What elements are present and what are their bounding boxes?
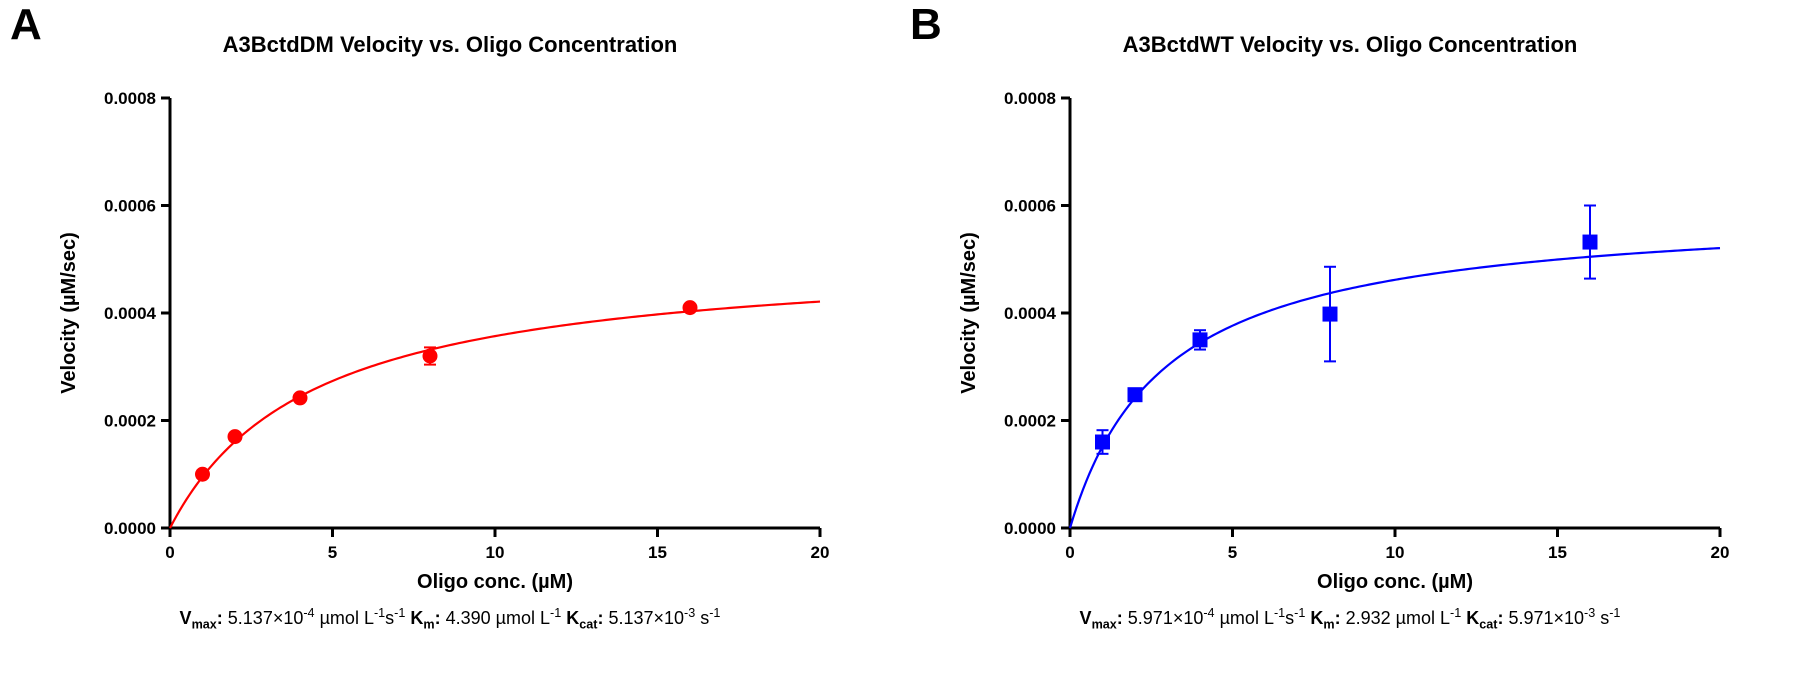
- x-tick-label: 20: [1711, 543, 1730, 562]
- x-tick-label: 0: [165, 543, 174, 562]
- data-point: [293, 391, 307, 405]
- chart-title: A3BctdWT Velocity vs. Oligo Concentratio…: [920, 32, 1780, 58]
- y-tick-label: 0.0004: [104, 304, 157, 323]
- y-tick-label: 0.0006: [1004, 197, 1056, 216]
- panel-label: B: [910, 0, 942, 50]
- data-point: [423, 349, 437, 363]
- panel-b: BA3BctdWT Velocity vs. Oligo Concentrati…: [900, 0, 1800, 676]
- y-axis-label: Velocity (µM/sec): [958, 232, 980, 394]
- fit-curve: [1070, 248, 1720, 528]
- data-point: [228, 430, 242, 444]
- x-axis-label: Oligo conc. (µM): [417, 571, 573, 593]
- data-point: [683, 301, 697, 315]
- kinetics-caption: Vmax: 5.137×10-4 µmol L-1s-1 Km: 4.390 µ…: [20, 606, 880, 632]
- panel-a: AA3BctdDM Velocity vs. Oligo Concentrati…: [0, 0, 900, 676]
- x-tick-label: 15: [648, 543, 667, 562]
- data-point: [1096, 435, 1110, 449]
- x-tick-label: 20: [811, 543, 830, 562]
- chart-svg: 0 5 10 15 20 0.0000 0.0002 0.0004 0.0006 0.0008 Ol…: [940, 58, 1760, 598]
- y-tick-label: 0.0000: [1004, 519, 1056, 538]
- data-point: [1128, 388, 1142, 402]
- panel-label: A: [10, 0, 42, 50]
- x-tick-label: 0: [1065, 543, 1074, 562]
- x-tick-label: 10: [1386, 543, 1405, 562]
- y-tick-label: 0.0006: [104, 197, 156, 216]
- y-tick-label: 0.0004: [1004, 304, 1057, 323]
- data-point: [196, 467, 210, 481]
- y-tick-label: 0.0000: [104, 519, 156, 538]
- x-axis-label: Oligo conc. (µM): [1317, 571, 1473, 593]
- chart-svg: 0 5 10 15 20 0.0000 0.0002 0.0004 0.0006 0.0008 Ol…: [40, 58, 860, 598]
- fit-curve: [170, 302, 820, 528]
- x-tick-label: 5: [328, 543, 337, 562]
- data-point: [1583, 235, 1597, 249]
- data-point: [1193, 333, 1207, 347]
- kinetics-caption: Vmax: 5.971×10-4 µmol L-1s-1 Km: 2.932 µ…: [920, 606, 1780, 632]
- y-tick-label: 0.0002: [1004, 412, 1056, 431]
- data-point: [1323, 307, 1337, 321]
- y-tick-label: 0.0002: [104, 412, 156, 431]
- chart-title: A3BctdDM Velocity vs. Oligo Concentratio…: [20, 32, 880, 58]
- y-tick-label: 0.0008: [104, 89, 156, 108]
- y-tick-label: 0.0008: [1004, 89, 1056, 108]
- y-axis-label: Velocity (µM/sec): [58, 232, 80, 394]
- x-tick-label: 15: [1548, 543, 1567, 562]
- x-tick-label: 10: [486, 543, 505, 562]
- x-tick-label: 5: [1228, 543, 1237, 562]
